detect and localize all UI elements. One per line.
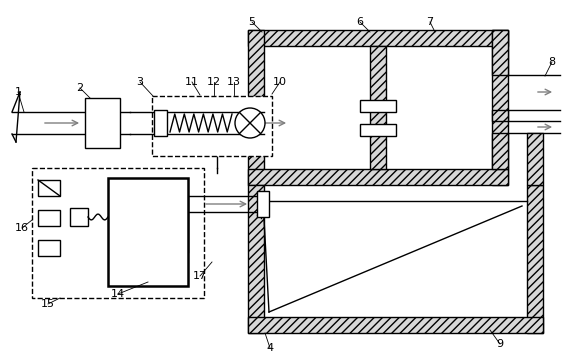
Text: 11: 11: [185, 77, 199, 87]
Bar: [257, 191, 269, 217]
Text: 6: 6: [356, 17, 364, 27]
Text: 2: 2: [76, 83, 84, 93]
Circle shape: [235, 108, 265, 138]
Bar: [38, 210, 60, 226]
Text: 4: 4: [266, 343, 274, 353]
Bar: [154, 110, 167, 136]
Text: 3: 3: [136, 77, 144, 87]
Bar: [527, 133, 543, 185]
Bar: [492, 30, 508, 75]
Bar: [248, 185, 264, 333]
Text: 8: 8: [548, 57, 556, 67]
Bar: [248, 30, 264, 185]
Bar: [386, 46, 492, 169]
Bar: [152, 96, 272, 156]
Bar: [492, 30, 508, 185]
Bar: [360, 100, 396, 112]
Bar: [492, 110, 508, 121]
Bar: [264, 201, 527, 317]
Text: 14: 14: [111, 289, 125, 299]
Bar: [108, 178, 188, 286]
Bar: [370, 46, 386, 169]
Text: 13: 13: [227, 77, 241, 87]
Bar: [264, 46, 370, 169]
Text: 9: 9: [496, 339, 503, 349]
Bar: [32, 168, 204, 298]
Text: 10: 10: [273, 77, 287, 87]
Bar: [85, 98, 120, 148]
Bar: [38, 180, 60, 196]
Text: 7: 7: [426, 17, 434, 27]
Text: 17: 17: [193, 271, 207, 281]
Text: 15: 15: [41, 299, 55, 309]
Bar: [38, 240, 60, 256]
Text: 12: 12: [207, 77, 221, 87]
Bar: [248, 30, 508, 46]
Bar: [527, 185, 543, 333]
Bar: [248, 169, 508, 185]
Text: 5: 5: [249, 17, 255, 27]
Bar: [360, 124, 396, 136]
Bar: [70, 208, 88, 226]
Bar: [492, 133, 508, 169]
Text: 16: 16: [15, 223, 29, 233]
Bar: [248, 317, 543, 333]
Text: 1: 1: [14, 87, 22, 97]
